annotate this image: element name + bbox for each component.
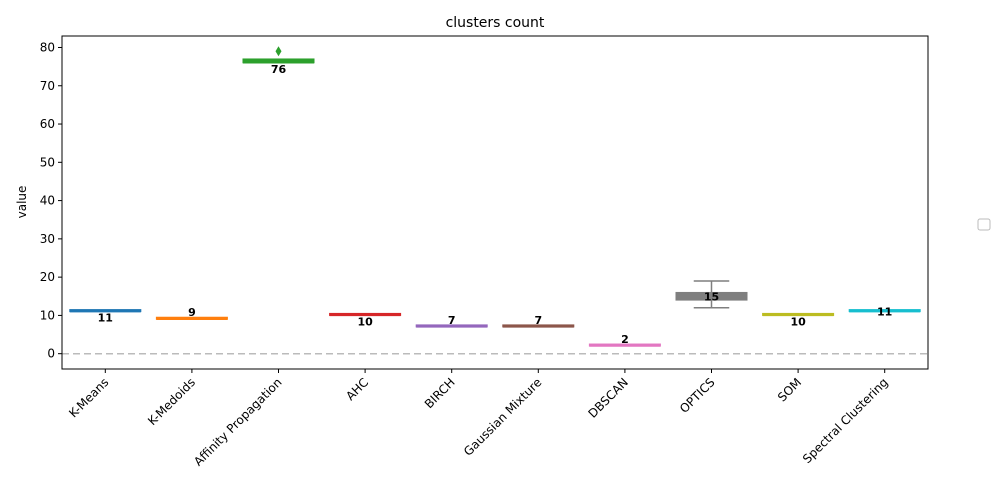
legend-box <box>977 218 991 231</box>
median-label: 7 <box>448 314 456 327</box>
y-tick-label: 30 <box>40 232 55 246</box>
y-tick-label: 60 <box>40 117 55 131</box>
chart-title: clusters count <box>446 15 545 31</box>
y-tick-label: 80 <box>40 40 55 54</box>
median-label: 2 <box>621 333 629 346</box>
median-label: 10 <box>790 315 806 328</box>
y-tick-label: 40 <box>40 194 55 208</box>
y-axis-label: value <box>15 186 29 219</box>
x-tick-label: K-Means <box>66 375 111 420</box>
x-tick-label: Gaussian Mixture <box>461 375 544 458</box>
y-tick-label: 20 <box>40 270 55 284</box>
x-tick-label: OPTICS <box>677 375 718 416</box>
median-label: 9 <box>188 306 196 319</box>
median-label: 76 <box>271 63 287 76</box>
x-tick-label: Affinity Propagation <box>191 375 285 469</box>
y-tick-label: 10 <box>40 308 55 322</box>
median-label: 15 <box>704 290 719 303</box>
x-tick-label: Spectral Clustering <box>800 375 891 466</box>
x-tick-label: AHC <box>343 375 371 403</box>
x-tick-label: SOM <box>775 375 804 404</box>
y-tick-label: 70 <box>40 79 55 93</box>
y-tick-label: 50 <box>40 155 55 169</box>
median-label: 7 <box>534 314 542 327</box>
x-tick-label: BIRCH <box>422 375 458 411</box>
median-label: 10 <box>357 315 373 328</box>
median-label: 11 <box>98 312 113 325</box>
y-tick-label: 0 <box>47 347 55 361</box>
x-tick-label: K-Medoids <box>145 375 198 428</box>
box-outlier <box>275 46 282 57</box>
x-tick-label: DBSCAN <box>585 375 631 421</box>
median-label: 11 <box>877 306 892 319</box>
plot-frame <box>61 35 929 370</box>
